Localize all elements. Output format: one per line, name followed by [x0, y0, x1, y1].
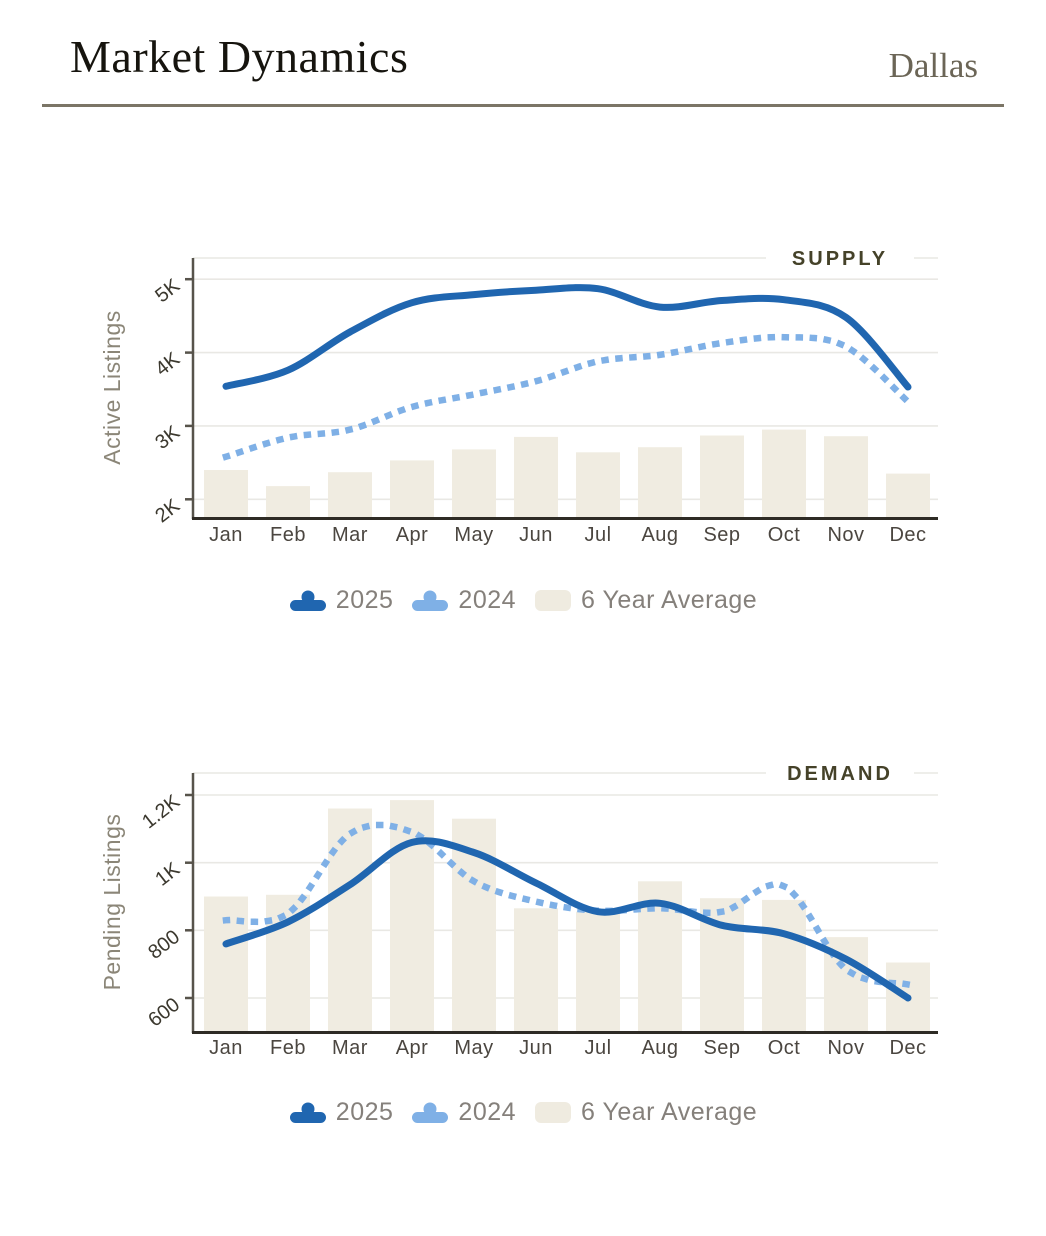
- header-divider: [42, 104, 1004, 107]
- average-bar: [514, 436, 558, 517]
- average-bar: [266, 486, 310, 517]
- legend-label-average: 6 Year Average: [581, 1098, 758, 1126]
- month-label: Apr: [396, 524, 429, 546]
- y-tick-label: 600: [144, 994, 184, 1032]
- legend-item-2024: 2024: [411, 1098, 516, 1127]
- month-label: May: [454, 524, 493, 546]
- month-label: Aug: [641, 1037, 678, 1059]
- legend-label-2025: 2025: [335, 1098, 394, 1126]
- month-label: Sep: [703, 1037, 740, 1059]
- location-label: Dallas: [888, 46, 978, 85]
- average-bar: [886, 473, 930, 517]
- legend-label-2025: 2025: [335, 586, 394, 614]
- series-line-2025: [222, 837, 912, 1002]
- month-label: Apr: [396, 1037, 429, 1059]
- y-tick-label: 1.2K: [138, 790, 184, 833]
- month-label: Dec: [889, 1037, 926, 1059]
- average-bar: [638, 447, 682, 517]
- bar-marker-icon: [535, 1102, 572, 1123]
- average-bar: [390, 800, 434, 1031]
- line-marker-icon: [289, 590, 326, 611]
- average-bar: [328, 472, 372, 517]
- average-bar: [204, 896, 248, 1031]
- series-line-2025: [222, 284, 912, 391]
- average-bar: [452, 449, 496, 517]
- panel-title: SUPPLY: [792, 248, 888, 270]
- y-tick-label: 2K: [151, 495, 184, 528]
- panel-title: DEMAND: [787, 763, 893, 785]
- line-marker-icon: [412, 590, 449, 611]
- month-label: Jun: [519, 1037, 553, 1059]
- y-tick-label: 800: [144, 926, 184, 964]
- month-label: Jan: [209, 524, 243, 546]
- month-label: Oct: [768, 524, 801, 546]
- line-marker-icon: [412, 1102, 449, 1123]
- y-tick-label: 1K: [151, 858, 184, 891]
- month-label: Aug: [641, 524, 678, 546]
- series-line-2024: [221, 333, 913, 461]
- legend-label-average: 6 Year Average: [581, 586, 758, 614]
- demand-chart-svg: 600 800 1K 1.2K Jan Feb Mar Apr May Jun Jul Aug Sep O…: [99, 763, 938, 1059]
- average-bar: [824, 436, 868, 517]
- average-bar: [700, 435, 744, 517]
- average-bar: [576, 911, 620, 1031]
- month-label: Sep: [703, 524, 740, 546]
- month-label: Dec: [889, 524, 926, 546]
- month-label: Jun: [519, 524, 553, 546]
- legend-label-2024: 2024: [458, 1098, 517, 1126]
- month-label: Nov: [827, 524, 864, 546]
- y-axis-title: Pending Listings: [99, 814, 125, 991]
- month-label: Jan: [209, 1037, 243, 1059]
- demand-legend: 2025 2024 6 Year Average: [0, 1098, 1046, 1127]
- month-label: Mar: [332, 1037, 368, 1059]
- month-label: Oct: [768, 1037, 801, 1059]
- month-label: Jul: [584, 1037, 611, 1059]
- month-label: Mar: [332, 524, 368, 546]
- y-axis-title: Active Listings: [99, 310, 125, 465]
- average-bar: [514, 908, 558, 1031]
- month-label: Feb: [270, 1037, 306, 1059]
- y-tick-label: 3K: [151, 421, 184, 454]
- legend-label-2024: 2024: [458, 586, 517, 614]
- supply-legend: 2025 2024 6 Year Average: [0, 586, 1046, 615]
- legend-item-2025: 2025: [289, 1098, 394, 1127]
- average-bar: [762, 429, 806, 517]
- page-title: Market Dynamics: [70, 31, 409, 82]
- average-bar: [576, 452, 620, 517]
- y-tick-label: 5K: [151, 274, 184, 307]
- average-bar: [390, 460, 434, 517]
- average-bar: [328, 808, 372, 1031]
- month-label: Jul: [584, 524, 611, 546]
- legend-item-2025: 2025: [289, 586, 394, 615]
- legend-item-average: 6 Year Average: [534, 1098, 757, 1127]
- supply-chart: 2K 3K 4K 5K Jan Feb Mar Apr May Jun Jul Aug Sep Oct No…: [0, 230, 1046, 560]
- supply-chart-svg: 2K 3K 4K 5K Jan Feb Mar Apr May Jun Jul Aug Sep Oct No…: [99, 248, 938, 546]
- month-label: May: [454, 1037, 493, 1059]
- line-marker-icon: [289, 1102, 326, 1123]
- average-bar: [762, 899, 806, 1031]
- month-label: Feb: [270, 524, 306, 546]
- demand-chart: 600 800 1K 1.2K Jan Feb Mar Apr May Jun Jul Aug Sep O…: [0, 740, 1046, 1070]
- month-label: Nov: [827, 1037, 864, 1059]
- legend-item-2024: 2024: [411, 586, 516, 615]
- legend-item-average: 6 Year Average: [534, 586, 757, 615]
- bar-marker-icon: [535, 590, 572, 611]
- average-bar: [204, 470, 248, 517]
- y-tick-label: 4K: [151, 348, 184, 381]
